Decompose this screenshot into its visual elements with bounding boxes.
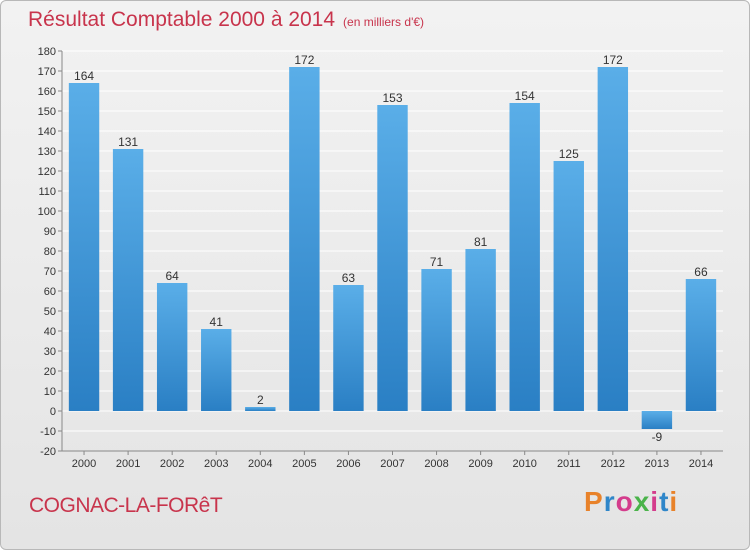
bar	[201, 329, 232, 411]
bar	[421, 269, 452, 411]
bar	[245, 407, 276, 411]
x-tick-label: 2009	[468, 458, 492, 470]
x-tick-label: 2005	[292, 458, 316, 470]
y-tick-label: 120	[38, 166, 56, 178]
logo-letter: P	[584, 486, 604, 517]
bar	[685, 279, 717, 411]
y-tick-label: 80	[44, 246, 56, 258]
bar-value-label: 64	[165, 269, 179, 283]
chart-subtitle: (en milliers d'€)	[343, 15, 425, 29]
x-tick-label: 2002	[160, 458, 184, 470]
logo-letter: i	[650, 486, 660, 517]
y-tick-label: 50	[44, 306, 56, 318]
y-tick-label: 20	[44, 366, 56, 378]
bar-value-label: 153	[382, 91, 402, 105]
title-text: Résultat Comptable 2000 à 2014	[28, 8, 336, 31]
bar-value-label: 125	[559, 147, 579, 161]
bar-value-label: 131	[118, 135, 138, 149]
bar-value-label: 172	[603, 53, 623, 67]
y-tick-label: 180	[38, 46, 56, 58]
y-tick-label: 0	[50, 406, 56, 418]
bar-value-label: 154	[515, 89, 535, 103]
x-tick-label: 2012	[601, 458, 625, 470]
y-tick-label: 130	[38, 146, 56, 158]
bar-value-label: 164	[74, 69, 94, 83]
bar-value-label: 81	[474, 235, 488, 249]
logo-letter: r	[603, 486, 616, 517]
y-tick-label: 30	[44, 346, 56, 358]
x-tick-label: 2001	[116, 458, 140, 470]
x-tick-label: 2008	[424, 458, 448, 470]
bar	[509, 103, 540, 411]
y-tick-label: -20	[40, 446, 56, 458]
y-tick-label: 150	[38, 106, 56, 118]
bar-value-label: -9	[652, 430, 663, 444]
logo-letter: t	[659, 486, 670, 517]
y-tick-label: 110	[38, 186, 56, 198]
bar-value-label: 41	[210, 315, 224, 329]
bar-value-label: 66	[694, 265, 708, 279]
bar	[641, 411, 673, 429]
y-tick-label: 100	[38, 206, 56, 218]
logo-letter: i	[669, 486, 679, 517]
y-tick-label: 160	[38, 86, 56, 98]
x-tick-label: 2000	[72, 458, 96, 470]
y-tick-label: -10	[40, 426, 56, 438]
x-tick-label: 2004	[248, 458, 272, 470]
bar	[333, 285, 364, 411]
y-tick-label: 140	[38, 126, 56, 138]
logo-letter: o	[615, 486, 634, 517]
bar-value-label: 172	[294, 53, 314, 67]
proxiti-logo: Proxiti	[584, 486, 678, 518]
x-tick-label: 2010	[512, 458, 536, 470]
y-tick-label: 170	[38, 66, 56, 78]
bar	[553, 161, 584, 411]
bar	[112, 149, 144, 411]
x-tick-label: 2003	[204, 458, 228, 470]
x-tick-label: 2011	[557, 458, 581, 470]
bar	[597, 67, 629, 411]
bar	[465, 249, 496, 411]
y-tick-label: 40	[44, 326, 56, 338]
bar-value-label: 71	[430, 255, 444, 269]
bar-value-label: 63	[342, 271, 356, 285]
y-tick-label: 70	[44, 266, 56, 278]
x-tick-label: 2014	[689, 458, 713, 470]
x-tick-label: 2007	[380, 458, 404, 470]
x-tick-label: 2013	[645, 458, 669, 470]
bar-value-label: 2	[257, 393, 264, 407]
chart-title: Résultat Comptable 2000 à 2014 (en millie…	[28, 8, 424, 32]
y-tick-label: 10	[44, 386, 56, 398]
bar	[68, 83, 100, 411]
y-tick-label: 60	[44, 286, 56, 298]
bar	[289, 67, 320, 411]
bar	[377, 105, 408, 411]
commune-name: COGNAC-LA-FORêT	[29, 494, 223, 517]
x-tick-label: 2006	[336, 458, 360, 470]
y-tick-label: 90	[44, 226, 56, 238]
logo-letter: x	[633, 486, 651, 517]
bar	[156, 283, 188, 411]
